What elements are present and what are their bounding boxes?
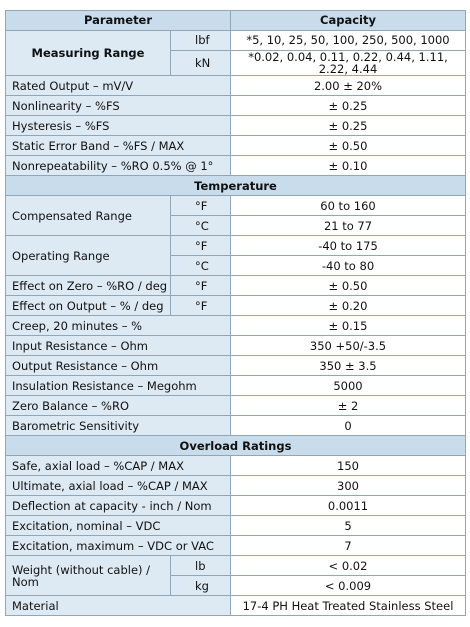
spec-label: Compensated Range [5, 195, 171, 237]
spec-label: Nonlinearity – %FS [5, 95, 231, 117]
header-cell: Capacity [230, 10, 466, 31]
spec-value: < 0.009 [230, 575, 466, 597]
spec-row: Rated Output – mV/V 2.00 ± 20% [5, 75, 466, 97]
spec-value: 150 [230, 455, 466, 477]
spec-unit: °F [170, 275, 231, 297]
spec-row: Excitation, nominal – VDC 5 [5, 515, 466, 537]
spec-unit: °F [170, 195, 231, 217]
spec-value: 7 [230, 535, 466, 557]
spec-value: 300 [230, 475, 466, 497]
spec-row: Deflection at capacity - inch / Nom 0.001… [5, 495, 466, 517]
spec-label: Nonrepeatability – %RO 0.5% @ 1° [5, 155, 231, 177]
spec-value: 21 to 77 [230, 215, 466, 237]
spec-label: Safe, axial load – %CAP / MAX [5, 455, 231, 477]
spec-row: Static Error Band – %FS / MAX ± 0.50 [5, 135, 466, 157]
spec-value: ± 0.15 [230, 315, 466, 337]
section-title: Temperature [5, 175, 466, 197]
spec-row: Zero Balance – %RO ± 2 [5, 395, 466, 417]
spec-value: ± 2 [230, 395, 466, 417]
spec-row: Safe, axial load – %CAP / MAX 150 [5, 455, 466, 477]
spec-unit: kN [170, 49, 231, 77]
section-title: Overload Ratings [5, 435, 466, 457]
spec-label: Measuring Range [5, 29, 171, 77]
spec-value: ± 0.25 [230, 95, 466, 117]
spec-label: Insulation Resistance – Megohm [5, 375, 231, 397]
spec-value: 350 +50/-3.5 [230, 335, 466, 357]
spec-label: Excitation, maximum – VDC or VAC [5, 535, 231, 557]
spec-row: Weight (without cable) / Nom lb < 0.02 [5, 555, 466, 597]
spec-label: Excitation, nominal – VDC [5, 515, 231, 537]
spec-label: Creep, 20 minutes – % [5, 315, 231, 337]
spec-value: 0.0011 [230, 495, 466, 517]
spec-value: ± 0.50 [230, 275, 466, 297]
spec-value: ± 0.10 [230, 155, 466, 177]
spec-value: *0.02, 0.04, 0.11, 0.22, 0.44, 1.11, 2.2… [230, 49, 466, 77]
section-row: Overload Ratings [5, 435, 466, 457]
spec-unit: kg [170, 575, 231, 597]
spec-value: 60 to 160 [230, 195, 466, 217]
spec-row: Input Resistance – Ohm 350 +50/-3.5 [5, 335, 466, 357]
spec-row: Excitation, maximum – VDC or VAC 7 [5, 535, 466, 557]
spec-value: *5, 10, 25, 50, 100, 250, 500, 1000 [230, 30, 466, 51]
spec-row: Nonlinearity – %FS ± 0.25 [5, 95, 466, 117]
spec-row: Ultimate, axial load – %CAP / MAX 300 [5, 475, 466, 497]
spec-unit: °C [170, 215, 231, 237]
spec-unit: °F [170, 295, 231, 317]
spec-label: Ultimate, axial load – %CAP / MAX [5, 475, 231, 497]
spec-unit: lb [170, 555, 231, 577]
spec-row: Material 17-4 PH Heat Treated Stainless S… [5, 595, 466, 617]
spec-row: °C 21 to 77 [6, 215, 466, 237]
spec-label: Effect on Output – % / deg [5, 295, 171, 317]
spec-label: Zero Balance – %RO [5, 395, 231, 417]
spec-value: -40 to 80 [230, 255, 466, 277]
spec-unit: lbf [170, 30, 231, 51]
spec-label: Deflection at capacity - inch / Nom [5, 495, 231, 517]
spec-label: Hysteresis – %FS [5, 115, 231, 137]
spec-row: Nonrepeatability – %RO 0.5% @ 1° ± 0.10 [5, 155, 466, 177]
section-row: Temperature [5, 175, 466, 197]
header-cell: Parameter [5, 10, 231, 31]
spec-row: Barometric Sensitivity 0 [5, 415, 466, 437]
spec-label: Rated Output – mV/V [5, 75, 231, 97]
spec-row: Operating Range °F -40 to 175 [5, 235, 466, 277]
spec-value: 5 [230, 515, 466, 537]
spec-label: Input Resistance – Ohm [5, 335, 231, 357]
spec-row: Effect on Output – % / deg °F ± 0.20 [5, 295, 466, 317]
spec-table: Parameter Capacity Measuring Range lbf *5, 1… [5, 10, 466, 617]
spec-value: 17-4 PH Heat Treated Stainless Steel [230, 595, 466, 617]
spec-row: Creep, 20 minutes – % ± 0.15 [5, 315, 466, 337]
spec-value: ± 0.20 [230, 295, 466, 317]
spec-label: Effect on Zero – %RO / deg [5, 275, 171, 297]
spec-row: Output Resistance – Ohm 350 ± 3.5 [5, 355, 466, 377]
spec-value: -40 to 175 [230, 235, 466, 257]
spec-value: 350 ± 3.5 [230, 355, 466, 377]
spec-value: < 0.02 [230, 555, 466, 577]
spec-row: °C -40 to 80 [6, 255, 466, 277]
spec-value: ± 0.50 [230, 135, 466, 157]
spec-value: ± 0.25 [230, 115, 466, 137]
spec-row: Insulation Resistance – Megohm 5000 [5, 375, 466, 397]
spec-label: Weight (without cable) / Nom [5, 555, 171, 597]
spec-row: Compensated Range °F 60 to 160 [5, 195, 466, 237]
spec-label: Output Resistance – Ohm [5, 355, 231, 377]
spec-label: Barometric Sensitivity [5, 415, 231, 437]
spec-label: Operating Range [5, 235, 171, 277]
header-row: Parameter Capacity [5, 10, 466, 31]
spec-value: 0 [230, 415, 466, 437]
spec-unit: °F [170, 235, 231, 257]
spec-value: 2.00 ± 20% [230, 75, 466, 97]
spec-row: Measuring Range lbf *5, 10, 25, 50, 100, 2… [5, 29, 466, 77]
spec-value: 5000 [230, 375, 466, 397]
spec-label: Static Error Band – %FS / MAX [5, 135, 231, 157]
spec-row: Hysteresis – %FS ± 0.25 [5, 115, 466, 137]
spec-unit: °C [170, 255, 231, 277]
spec-row: kN *0.02, 0.04, 0.11, 0.22, 0.44, 1.11, 2… [6, 49, 466, 77]
spec-row: Effect on Zero – %RO / deg °F ± 0.50 [5, 275, 466, 297]
spec-label: Material [5, 595, 231, 617]
